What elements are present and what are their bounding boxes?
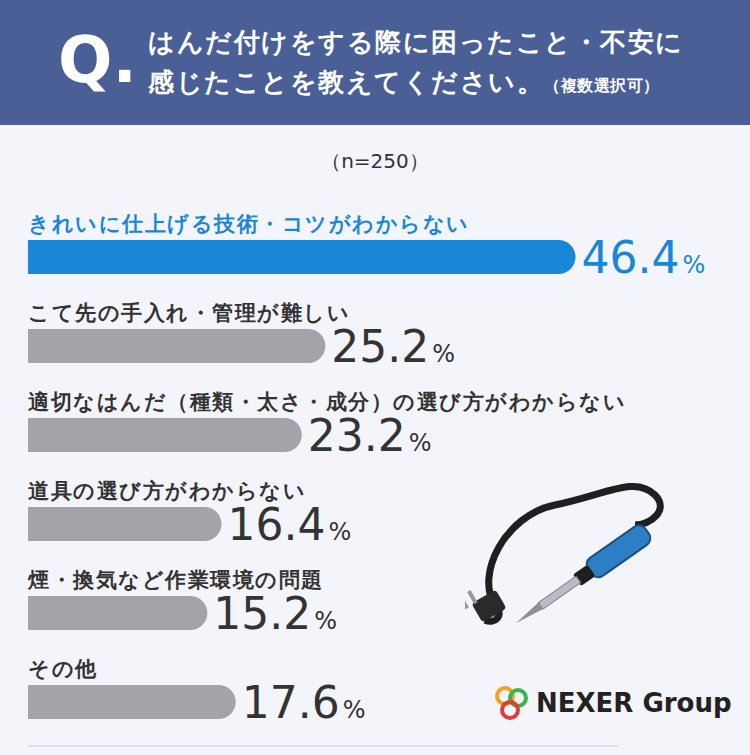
html-text:はんだ付けをする際に困ったこと・不安に感じたことを教えてくだ: はんだ付けをする際に困ったこと・不安に感じたことを教えてください。（複数選択可）: [148, 27, 684, 97]
svg-text:16.4%: 16.4%: [228, 499, 352, 550]
svg-text:46.4%: 46.4%: [582, 232, 706, 283]
html-text:Q.: Q.: [58, 23, 137, 97]
svg-text:きれいに仕上げる技術・コツがわからない: きれいに仕上げる技術・コツがわからない: [28, 212, 470, 236]
svg-text:煙・換気など作業環境の問題: 煙・換気など作業環境の問題: [28, 568, 324, 592]
html-text:NEXER Group: NEXER Group: [536, 688, 732, 718]
svg-text:道具の選び方がわからない: 道具の選び方がわからない: [28, 479, 306, 503]
svg-text:15.2%: 15.2%: [213, 588, 337, 639]
svg-text:適切なはんだ（種類・太さ・成分）の選び方がわからない: 適切なはんだ（種類・太さ・成分）の選び方がわからない: [28, 390, 626, 414]
svg-text:25.2%: 25.2%: [331, 321, 455, 372]
svg-text:17.6%: 17.6%: [242, 677, 366, 728]
svg-text:その他: その他: [28, 657, 98, 681]
svg-text:23.2%: 23.2%: [308, 410, 432, 461]
html-text:（n=250）: （n=250）: [321, 149, 429, 173]
svg-text:こて先の手入れ・管理が難しい: こて先の手入れ・管理が難しい: [28, 301, 350, 325]
